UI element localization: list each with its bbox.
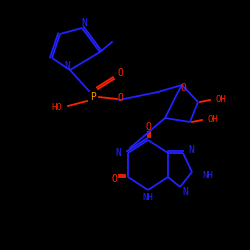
- Text: OH: OH: [216, 94, 227, 104]
- Text: N: N: [64, 61, 70, 71]
- Text: N: N: [182, 187, 188, 197]
- Text: N: N: [188, 145, 194, 155]
- Text: O: O: [111, 174, 117, 184]
- Text: O: O: [117, 93, 123, 103]
- Text: O: O: [145, 122, 151, 132]
- Text: HO: HO: [51, 102, 62, 112]
- Text: OH: OH: [208, 114, 219, 124]
- Text: P: P: [90, 92, 96, 102]
- Text: NH: NH: [142, 192, 154, 202]
- Text: N: N: [81, 18, 87, 28]
- Text: O: O: [117, 68, 123, 78]
- Text: NH: NH: [202, 170, 213, 179]
- Text: O: O: [180, 83, 186, 93]
- Text: N: N: [115, 148, 121, 158]
